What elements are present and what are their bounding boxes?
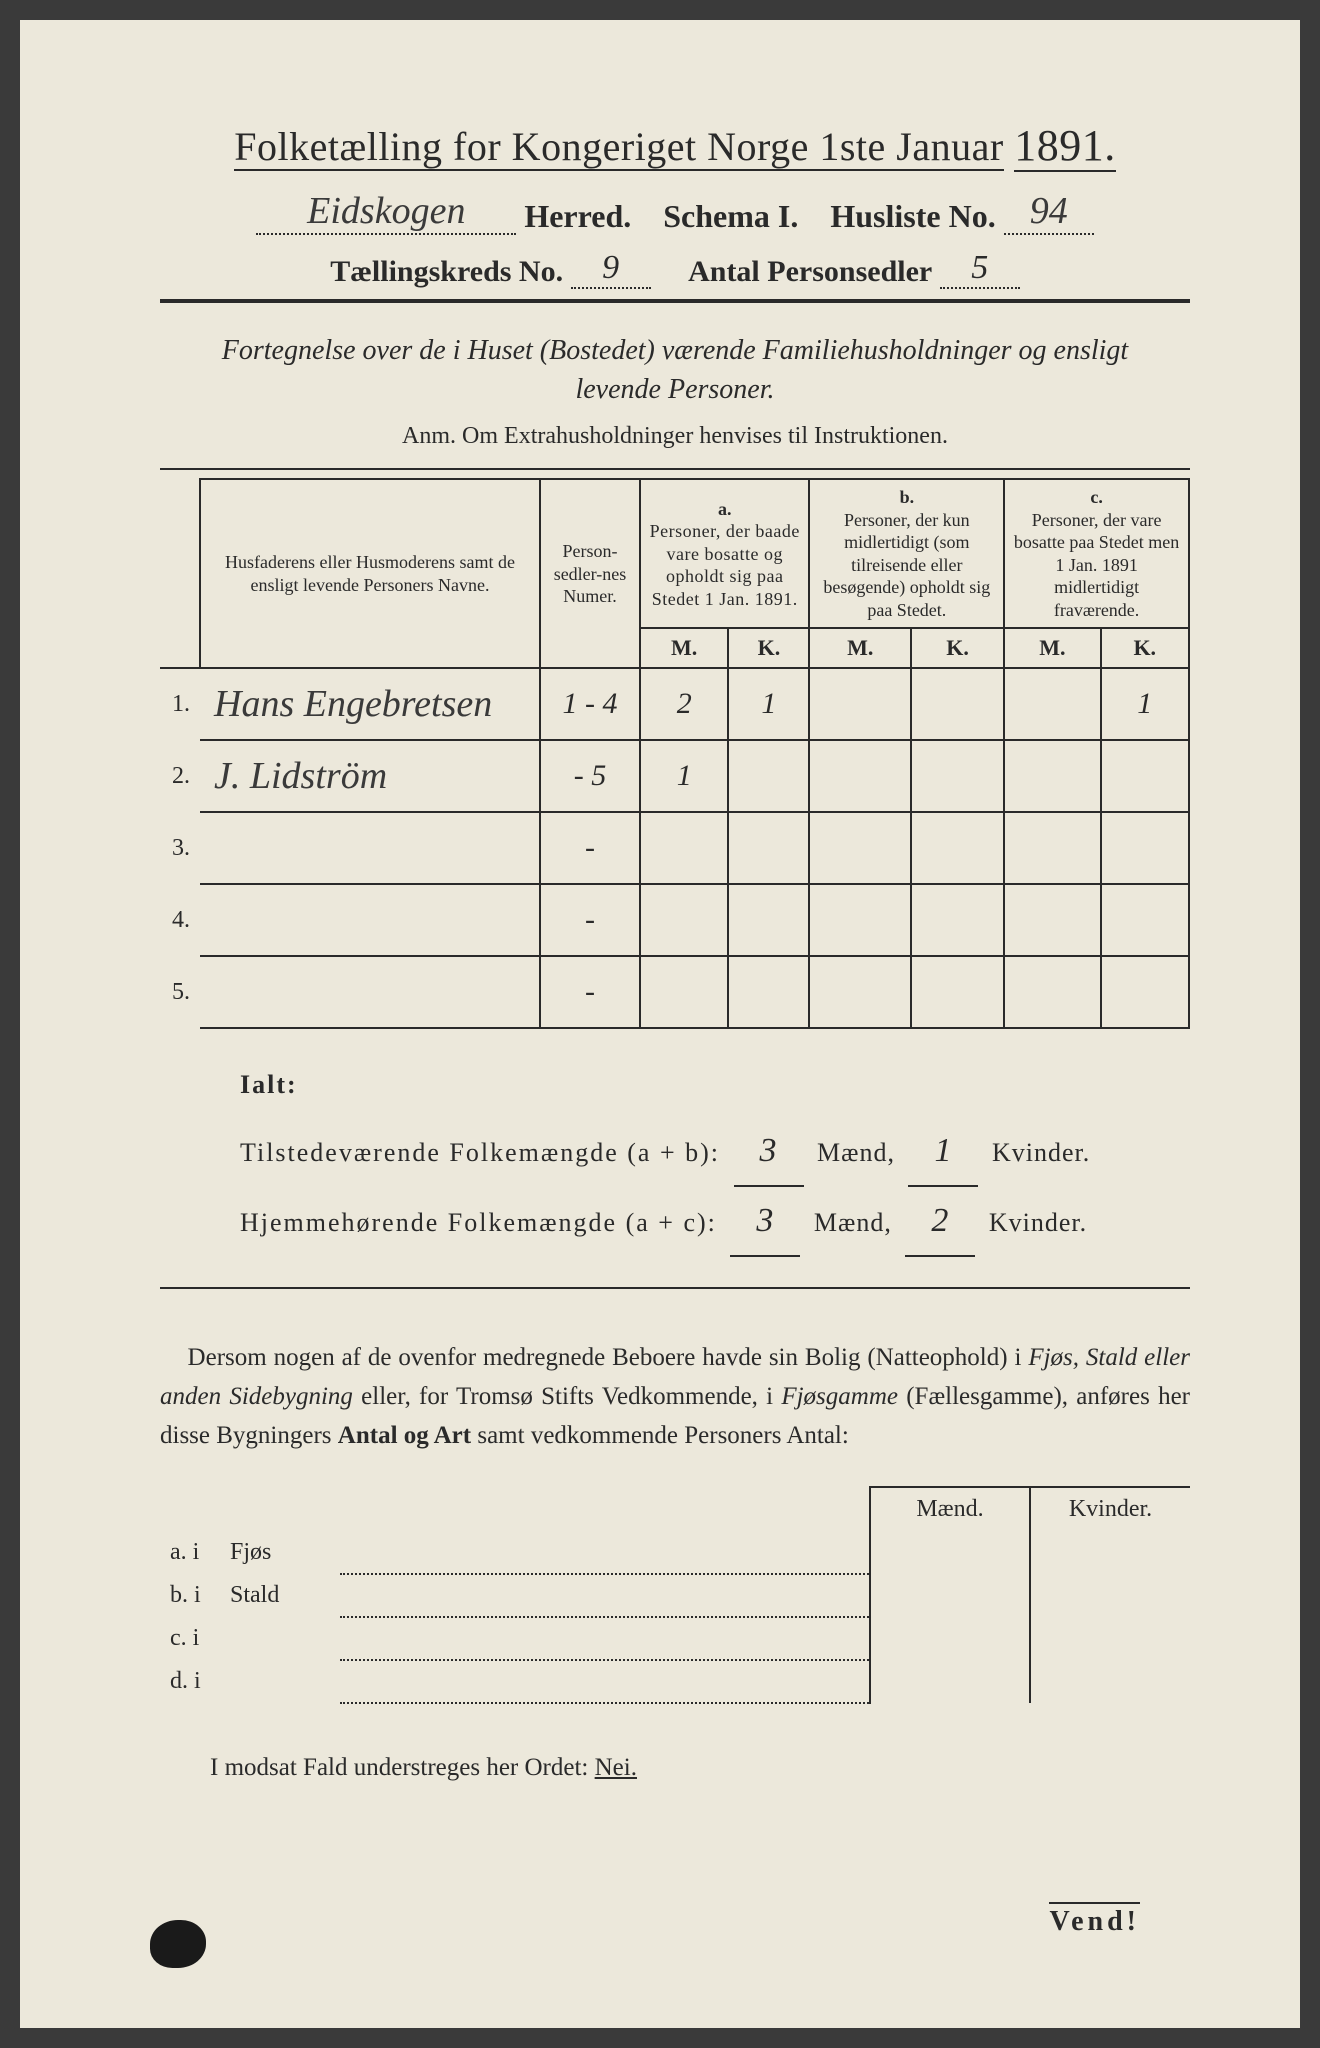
tilstede-k: 1 [908, 1117, 978, 1187]
table-row: 3.- [160, 812, 1189, 884]
husliste-no: 94 [1004, 189, 1094, 235]
sub-row: a. iFjøs [160, 1531, 1190, 1574]
table-row: 1.Hans Engebretsen1 - 4211 [160, 668, 1189, 740]
col-a-k: K. [728, 628, 809, 668]
schema-label: Schema I. [663, 198, 798, 234]
hjemme-k: 2 [905, 1187, 975, 1257]
antal-no: 5 [940, 249, 1020, 289]
tilstede-m: 3 [734, 1117, 804, 1187]
title-line-1: Folketælling for Kongeriget Norge 1ste J… [160, 120, 1190, 171]
anm-note: Anm. Om Extrahusholdninger henvises til … [160, 423, 1190, 450]
col-names: Husfaderens eller Husmoderens samt de en… [200, 479, 540, 668]
table-row: 4.- [160, 884, 1189, 956]
table-row: 2.J. Lidström- 51 [160, 740, 1189, 812]
col-b-head: b. Personer, der kun midlertidigt (som t… [809, 479, 1004, 628]
sub-row: c. i [160, 1617, 1190, 1660]
divider-anm [160, 468, 1190, 470]
main-table: Husfaderens eller Husmoderens samt de en… [160, 478, 1190, 1029]
title-line-3: Tællingskreds No. 9 Antal Personsedler 5 [160, 249, 1190, 289]
col-numer: Person-sedler-nes Numer. [540, 479, 640, 668]
sub-maend: Mænd. [870, 1487, 1030, 1531]
title-year: 1891. [1014, 121, 1116, 172]
col-b-k: K. [911, 628, 1004, 668]
antal-label: Antal Personsedler [688, 255, 932, 288]
vend-label: Vend! [1049, 1902, 1140, 1938]
sub-row: d. i [160, 1660, 1190, 1703]
herred-label: Herred. [524, 198, 631, 234]
col-c-m: M. [1004, 628, 1100, 668]
totals-block: Ialt: Tilstedeværende Folkemængde (a + b… [240, 1059, 1190, 1257]
col-a-m: M. [640, 628, 728, 668]
divider-mid [160, 1287, 1190, 1289]
title-prefix: Folketælling for Kongeriget Norge 1ste J… [234, 124, 1003, 171]
table-row: 5.- [160, 956, 1189, 1028]
outbuilding-paragraph: Dersom nogen af de ovenfor medregnede Be… [160, 1339, 1190, 1455]
ialt-line-1: Tilstedeværende Folkemængde (a + b): 3 M… [240, 1117, 1190, 1187]
subtitle: Fortegnelse over de i Huset (Bostedet) v… [160, 331, 1190, 409]
outbuilding-table: Mænd. Kvinder. a. iFjøsb. iStaldc. id. i [160, 1486, 1190, 1704]
col-a-head: a. Personer, der baade vare bosatte og o… [640, 479, 809, 628]
sub-kvinder: Kvinder. [1030, 1487, 1190, 1531]
herred-handwritten: Eidskogen [256, 189, 516, 235]
kreds-no: 9 [571, 249, 651, 289]
subtitle-line2: levende Personer. [575, 374, 774, 405]
census-form-page: Folketælling for Kongeriget Norge 1ste J… [20, 20, 1300, 2028]
ialt-line-2: Hjemmehørende Folkemængde (a + c): 3 Mæn… [240, 1187, 1190, 1257]
col-b-m: M. [809, 628, 911, 668]
col-c-k: K. [1101, 628, 1189, 668]
husliste-label: Husliste No. [830, 198, 995, 234]
ialt-label: Ialt: [240, 1059, 1190, 1111]
subtitle-line1: Fortegnelse over de i Huset (Bostedet) v… [222, 335, 1128, 366]
col-c-head: c. Personer, der vare bosatte paa Stedet… [1004, 479, 1189, 628]
kreds-label: Tællingskreds No. [330, 255, 563, 288]
hjemme-m: 3 [730, 1187, 800, 1257]
title-line-2: Eidskogen Herred. Schema I. Husliste No.… [160, 189, 1190, 235]
nei-word: Nei. [595, 1754, 637, 1781]
sub-row: b. iStald [160, 1574, 1190, 1617]
blank-corner [160, 479, 200, 668]
divider-top [160, 299, 1190, 303]
ink-blot [150, 1920, 206, 1968]
nei-line: I modsat Fald understreges her Ordet: Ne… [210, 1754, 1190, 1782]
